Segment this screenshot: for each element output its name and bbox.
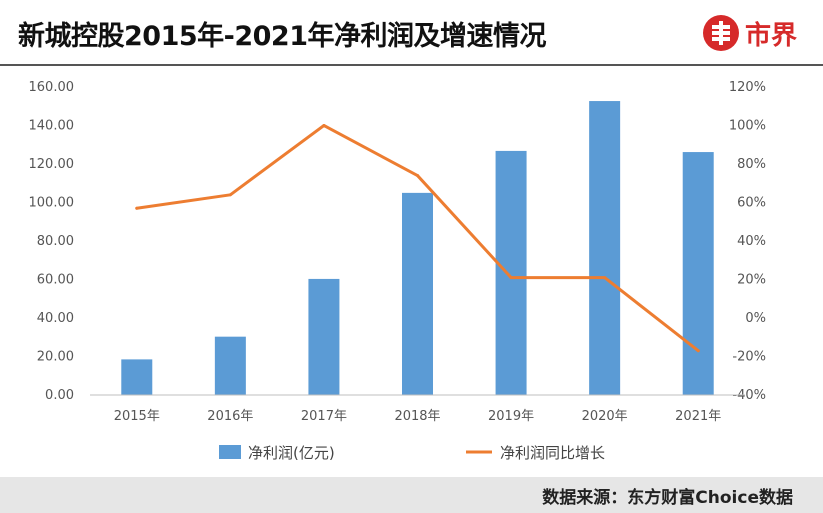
y-right-tick-label: 20% — [737, 273, 766, 288]
x-tick-label: 2021年 — [675, 409, 721, 424]
line-point — [228, 193, 232, 197]
bar — [682, 152, 714, 395]
y-left-tick-label: 80.00 — [37, 234, 74, 249]
x-tick-label: 2016年 — [207, 409, 253, 424]
bar — [121, 359, 153, 395]
data-source: 数据来源：东方财富Choice数据 — [542, 488, 793, 508]
legend-bar-label: 净利润(亿元) — [248, 444, 335, 462]
line-point — [322, 124, 326, 127]
brand-logo-icon — [702, 15, 739, 51]
legend-line-label: 净利润同比增长 — [500, 444, 605, 462]
y-right-tick-label: 40% — [737, 234, 766, 249]
title-bar: 新城控股2015年-2021年净利润及增速情况 市界 — [0, 0, 823, 66]
bar — [495, 150, 527, 395]
y-right-tick-label: -40% — [732, 388, 766, 403]
y-left-tick-label: 20.00 — [37, 350, 74, 365]
y-right-tick-label: 100% — [729, 119, 766, 134]
chart-title: 新城控股2015年-2021年净利润及增速情况 — [18, 21, 547, 52]
y-left-tick-label: 40.00 — [37, 311, 74, 326]
y-right-tick-label: -20% — [732, 350, 766, 365]
x-tick-label: 2019年 — [488, 409, 534, 424]
y-left-tick-label: 60.00 — [37, 273, 74, 288]
line-point — [416, 174, 419, 178]
brand-logo-text: 市界 — [744, 20, 797, 51]
x-tick-label: 2018年 — [394, 409, 440, 424]
y-right-tick-label: 120% — [729, 80, 766, 95]
bar — [402, 192, 433, 395]
x-tick-label: 2015年 — [114, 409, 160, 424]
line-point — [135, 206, 139, 210]
y-left-tick-label: 160.00 — [29, 80, 75, 95]
line-point — [696, 349, 700, 353]
y-right-tick-label: 80% — [737, 157, 766, 172]
x-tick-label: 2017年 — [301, 409, 347, 424]
title-divider — [0, 64, 823, 66]
y-left-tick-label: 140.00 — [29, 119, 75, 134]
bar — [308, 278, 340, 395]
line-point — [603, 276, 607, 280]
y-right-tick-label: 0% — [745, 311, 766, 326]
footer: 数据来源：东方财富Choice数据 — [0, 477, 823, 513]
chart: 0.00 20.00 40.00 60.00 80.00 100.00 120.00 140.… — [29, 80, 767, 462]
line-point — [509, 276, 513, 280]
y-left-tick-label: 120.00 — [29, 157, 75, 172]
legend-bar-swatch — [219, 445, 241, 459]
brand-logo: 市界 — [702, 13, 797, 53]
bar — [214, 336, 246, 395]
bar — [589, 101, 621, 396]
x-tick-label: 2020年 — [582, 409, 628, 424]
y-left-tick-label: 100.00 — [29, 196, 75, 211]
y-left-tick-label: 0.00 — [45, 388, 74, 403]
y-right-tick-label: 60% — [737, 196, 766, 211]
